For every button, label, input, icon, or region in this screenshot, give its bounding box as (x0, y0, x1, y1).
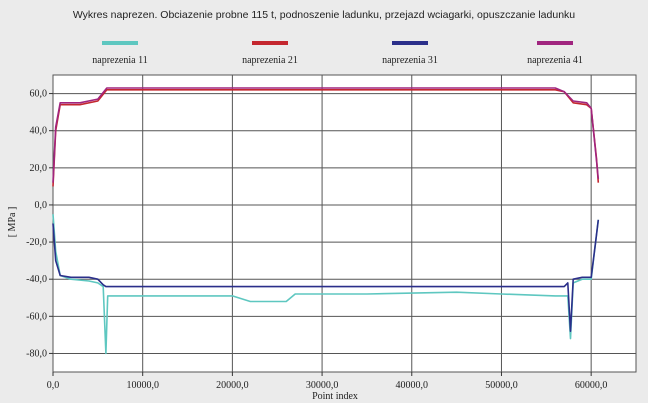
legend-swatch (102, 41, 138, 45)
series-line-4 (52, 87, 600, 183)
y-tick-label: 60,0 (30, 89, 48, 100)
y-tick-label: 40,0 (30, 126, 48, 137)
series-layer (52, 87, 600, 355)
series-line-3 (52, 219, 600, 332)
legend-label: naprezenia 41 (527, 55, 583, 66)
x-tick-label: 10000,0 (126, 380, 159, 391)
y-tick-label: 20,0 (30, 163, 48, 174)
y-axis-label: [ MPa ] (7, 207, 18, 238)
grid (53, 75, 636, 372)
y-tick-label: -20,0 (26, 237, 47, 248)
legend-label: naprezenia 31 (382, 55, 438, 66)
legend-swatch (537, 41, 573, 45)
x-tick-label: 0,0 (47, 380, 60, 391)
y-tick-label: -40,0 (26, 274, 47, 285)
legend-swatch (252, 41, 288, 45)
axes-layer: 0,0 10000,0 20000,0 30000,0 40000,0 50000,0 60… (26, 89, 607, 391)
y-tick-label: -60,0 (26, 311, 47, 322)
legend-swatch (392, 41, 428, 45)
chart-title: Wykres naprezen. Obciazenie probne 115 t… (72, 9, 576, 21)
plot-area (52, 74, 637, 373)
x-tick-label: 60000,0 (575, 380, 608, 391)
x-tick-label: 50000,0 (485, 380, 518, 391)
legend-label: naprezenia 11 (92, 55, 147, 66)
legend: naprezenia 11 naprezenia 21 naprezenia 31 n… (92, 41, 583, 66)
x-tick-label: 30000,0 (306, 380, 339, 391)
x-tick-label: 40000,0 (396, 380, 429, 391)
x-axis-label: Point index (312, 391, 358, 402)
y-tick-label: 0,0 (35, 200, 48, 211)
x-tick-label: 20000,0 (216, 380, 249, 391)
legend-label: naprezenia 21 (242, 55, 298, 66)
y-tick-label: -80,0 (26, 348, 47, 359)
